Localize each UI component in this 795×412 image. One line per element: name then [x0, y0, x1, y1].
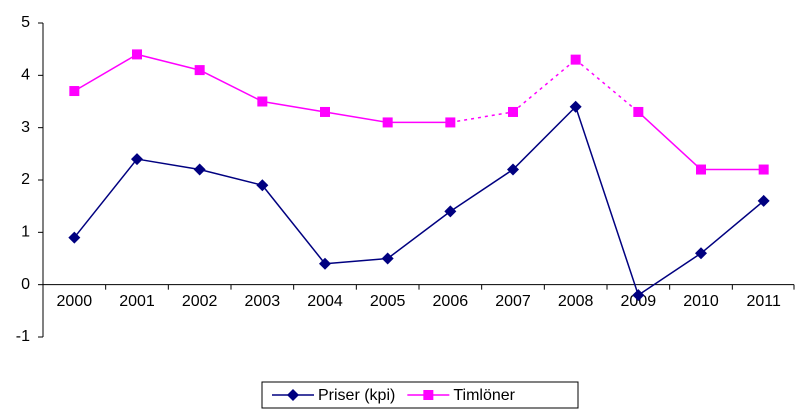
- x-tick-label: 2009: [621, 293, 657, 310]
- point: [257, 96, 268, 107]
- x-tick-label: 2007: [495, 293, 531, 310]
- line-segment: [575, 59, 639, 113]
- point: [632, 289, 645, 302]
- point: [69, 86, 80, 97]
- point: [68, 231, 81, 244]
- point: [758, 164, 769, 175]
- point: [696, 164, 706, 175]
- x-tick-label: 2006: [433, 293, 469, 310]
- point: [193, 163, 206, 176]
- y-tick-label: -1: [16, 328, 30, 345]
- x-tick-label: 2000: [57, 293, 93, 310]
- line-segment: [136, 158, 200, 171]
- line-segment: [637, 252, 702, 296]
- y-tick-label: 0: [21, 276, 30, 293]
- point: [319, 257, 331, 270]
- x-tick-label: 2010: [683, 293, 719, 310]
- point: [508, 106, 518, 117]
- legend-marker: [423, 390, 434, 400]
- point: [444, 205, 457, 218]
- line-segment: [512, 59, 577, 113]
- point: [194, 65, 205, 76]
- point: [131, 153, 143, 166]
- line-segment: [261, 184, 326, 265]
- line-segment: [324, 257, 388, 265]
- point: [381, 252, 394, 265]
- legend-label: Priser (kpi): [318, 387, 395, 404]
- x-tick-label: 2003: [245, 293, 281, 310]
- line-segment: [324, 111, 388, 124]
- x-tick-label: 2011: [746, 293, 781, 310]
- y-tick-label: 5: [21, 14, 30, 31]
- point: [757, 194, 770, 207]
- point: [382, 117, 393, 128]
- line-segment: [637, 111, 702, 171]
- line-segment: [73, 53, 138, 92]
- x-tick-label: 2001: [119, 293, 155, 310]
- line-segment: [73, 158, 138, 239]
- line-segment: [199, 69, 263, 103]
- point: [320, 106, 330, 117]
- line-segment: [387, 210, 451, 260]
- x-tick-label: 2002: [182, 293, 218, 310]
- point: [569, 100, 582, 113]
- legend-label: Timlöner: [453, 387, 515, 404]
- y-tick-label: 4: [21, 67, 30, 84]
- point: [445, 117, 456, 128]
- point: [633, 106, 644, 117]
- y-tick-label: 2: [21, 171, 30, 188]
- point: [570, 54, 581, 65]
- line-segment: [512, 106, 577, 171]
- line-segment: [700, 200, 765, 254]
- x-tick-label: 2008: [558, 293, 594, 310]
- point: [507, 163, 519, 176]
- line-segment: [449, 168, 514, 213]
- legend-marker: [287, 389, 299, 401]
- x-tick-label: 2004: [307, 293, 343, 310]
- point: [256, 179, 269, 192]
- line-segment: [199, 168, 263, 186]
- line-segment: [262, 100, 326, 113]
- y-tick-label: 3: [21, 119, 30, 136]
- y-tick-label: 1: [21, 224, 30, 241]
- point: [695, 247, 707, 260]
- line-segment: [450, 111, 514, 124]
- x-tick-label: 2005: [370, 293, 406, 310]
- line-segment: [574, 106, 640, 296]
- line-segment: [136, 53, 200, 71]
- point: [132, 49, 142, 60]
